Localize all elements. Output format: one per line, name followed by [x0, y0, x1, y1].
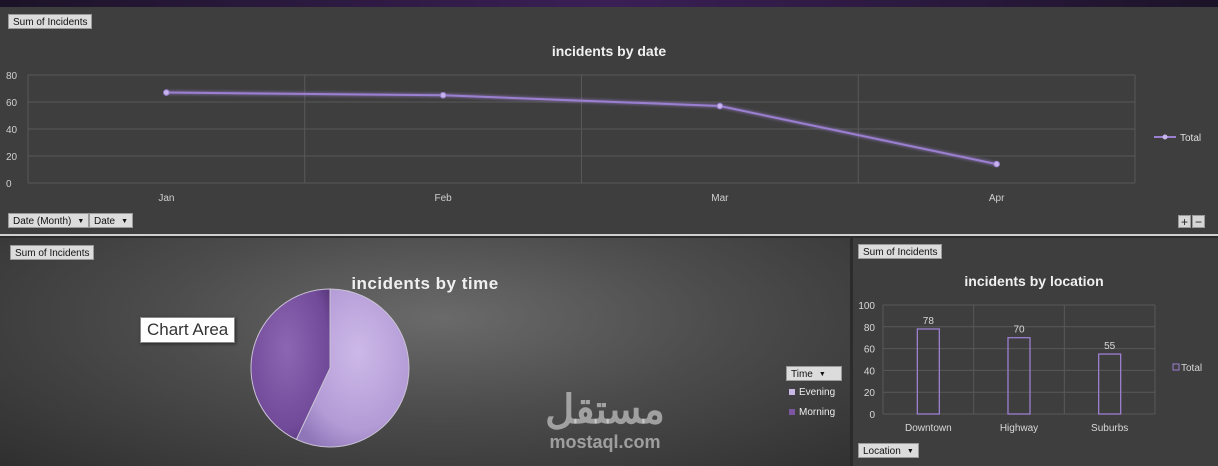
- data-point: [993, 160, 1000, 168]
- bar-suburbs: [1098, 353, 1122, 415]
- bar-highway: [1007, 337, 1031, 415]
- bar-downtown: [916, 328, 940, 415]
- legend-swatch-morning: [789, 409, 795, 415]
- data-label: 55: [1104, 341, 1116, 352]
- data-point: [439, 91, 447, 99]
- bar-chart-title: incidents by location: [964, 273, 1104, 289]
- data-point: [163, 89, 170, 96]
- pie-slice-morning: [250, 288, 331, 441]
- chart-area-tooltip: Chart Area: [140, 317, 236, 343]
- series-line-total: [166, 91, 997, 166]
- time-filter-button[interactable]: Time: [786, 366, 842, 381]
- legend-label-total: Total: [1180, 133, 1201, 144]
- x-tick-label: Apr: [989, 193, 1005, 204]
- y-tick-label: 60: [6, 98, 18, 109]
- bar-chart-plot[interactable]: 0 20 40 60 80 100 78 Downtown 70 Highway 55 Suburbs…: [853, 238, 1218, 466]
- y-tick-label: 40: [6, 125, 18, 136]
- line-chart-title: incidents by date: [551, 43, 667, 59]
- legend-swatch-evening: [789, 389, 795, 395]
- data-label: 70: [1013, 325, 1025, 336]
- line-chart-plot[interactable]: 0 20 40 60 80 Jan Feb Mar Apr Total: [0, 7, 1218, 236]
- x-tick-label: Suburbs: [1091, 423, 1128, 434]
- pie-chart-panel: Sum of Incidents incidents by time مستقل…: [0, 238, 850, 466]
- bar-chart-panel: Sum of Incidents incidents by location 0…: [853, 238, 1218, 466]
- x-tick-label: Jan: [158, 193, 174, 204]
- y-tick-label: 20: [6, 152, 18, 163]
- pie-slice-evening: [295, 288, 410, 448]
- mostaql-watermark: مستقل mostaql.com: [520, 388, 690, 452]
- pie-chart-title: incidents by time: [351, 274, 499, 293]
- line-chart-panel: Sum of Incidents incidents by date 0 20 40…: [0, 7, 1218, 236]
- legend-item-evening: Evening: [789, 387, 835, 398]
- x-tick-label: Feb: [435, 193, 453, 204]
- legend-label-total: Total: [1181, 363, 1202, 374]
- pie-chart-plot[interactable]: [0, 238, 850, 466]
- legend-marker-total: [1162, 134, 1168, 140]
- data-point: [716, 102, 724, 110]
- x-tick-label: Highway: [1000, 423, 1038, 434]
- y-tick-label: 0: [869, 410, 875, 421]
- watermark-arabic: مستقل: [545, 388, 665, 432]
- legend-label-evening: Evening: [799, 387, 836, 398]
- x-tick-label: Mar: [711, 193, 729, 204]
- expand-field-button[interactable]: +: [1178, 215, 1191, 228]
- y-tick-label: 20: [864, 388, 876, 399]
- sum-of-incidents-field-button[interactable]: Sum of Incidents: [10, 245, 95, 260]
- data-label: 78: [923, 316, 935, 327]
- y-tick-label: 80: [864, 323, 876, 334]
- location-filter-button[interactable]: Location: [858, 443, 919, 458]
- watermark-latin: mostaql.com: [549, 432, 661, 452]
- date-month-filter-button[interactable]: Date (Month): [8, 213, 90, 228]
- collapse-field-button[interactable]: −: [1192, 215, 1205, 228]
- y-tick-label: 100: [858, 301, 875, 312]
- y-tick-label: 40: [864, 366, 876, 377]
- legend-item-morning: Morning: [789, 407, 835, 418]
- sum-of-incidents-field-button[interactable]: Sum of Incidents: [8, 14, 93, 29]
- x-tick-label: Downtown: [905, 423, 952, 434]
- date-filter-button[interactable]: Date: [89, 213, 134, 228]
- legend-label-morning: Morning: [799, 407, 836, 418]
- y-tick-label: 60: [864, 345, 876, 356]
- sum-of-incidents-field-button[interactable]: Sum of Incidents: [858, 244, 943, 259]
- y-tick-label: 80: [6, 71, 18, 82]
- y-tick-label: 0: [6, 179, 12, 190]
- legend-swatch-total: [1172, 363, 1180, 371]
- top-strip: [0, 0, 1218, 7]
